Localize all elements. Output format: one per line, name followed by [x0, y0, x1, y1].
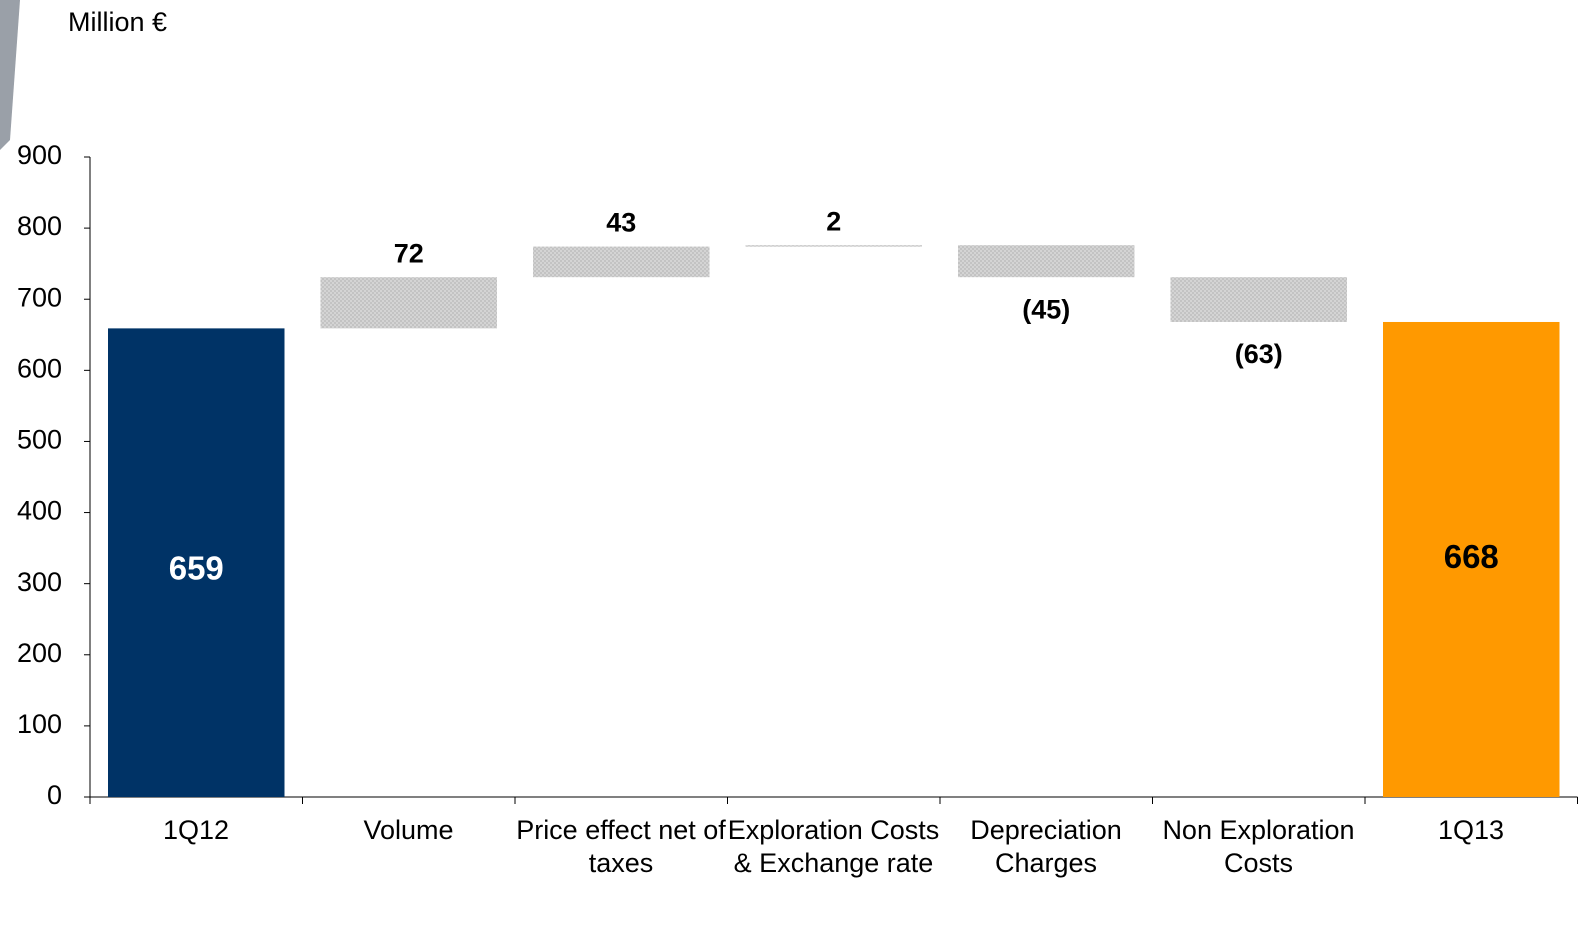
y-tick-label: 100	[17, 709, 62, 739]
delta-bar	[958, 245, 1135, 278]
total-bar	[1383, 321, 1560, 797]
data-label: 72	[394, 238, 424, 268]
delta-bar	[533, 246, 710, 278]
y-tick-label: 700	[17, 282, 62, 312]
y-axis-label: Million €	[68, 7, 167, 37]
x-tick-label: Non Exploration Costs	[1162, 815, 1355, 878]
data-label: (63)	[1235, 339, 1283, 369]
data-label: 659	[169, 549, 224, 586]
data-label: 668	[1444, 538, 1499, 575]
delta-bar	[745, 245, 922, 247]
total-bar	[108, 328, 285, 797]
x-tick-label: 1Q12	[162, 815, 230, 845]
y-tick-label: 300	[17, 567, 62, 597]
x-tick-label: Volume	[363, 815, 454, 845]
x-tick-label: 1Q13	[1437, 815, 1505, 845]
data-label: 2	[826, 206, 841, 236]
data-label: (45)	[1022, 294, 1070, 324]
y-tick-label: 200	[17, 638, 62, 668]
delta-bar	[320, 277, 497, 329]
y-tick-label: 500	[17, 425, 62, 455]
data-label: 43	[606, 208, 636, 238]
y-tick-label: 0	[47, 780, 62, 810]
x-tick-label: Depreciation Charges	[970, 815, 1122, 878]
x-tick-label: Exploration Costs & Exchange rate	[727, 815, 940, 878]
y-tick-label: 900	[17, 140, 62, 170]
y-tick-label: 400	[17, 496, 62, 526]
y-tick-label: 800	[17, 211, 62, 241]
x-tick-label: Price effect net of taxes	[516, 815, 726, 878]
delta-bar	[1170, 277, 1347, 322]
decoration	[0, 0, 20, 150]
y-tick-label: 600	[17, 353, 62, 383]
